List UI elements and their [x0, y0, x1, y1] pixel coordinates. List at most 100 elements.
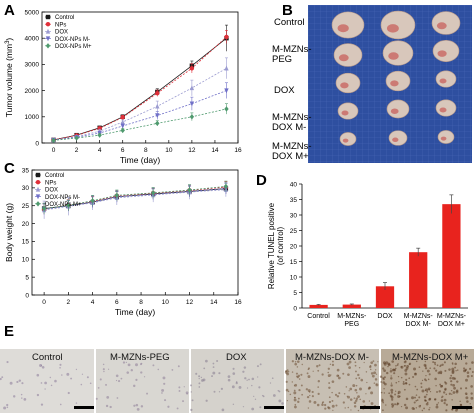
cell-nucleus [221, 408, 225, 412]
cell-nucleus [411, 396, 415, 400]
cell-nucleus [317, 386, 320, 388]
cell-nucleus [212, 371, 216, 375]
cell-nucleus [355, 397, 359, 400]
cell-nucleus [354, 361, 357, 364]
cell-nucleus [336, 368, 340, 372]
cell-nucleus [6, 403, 9, 407]
cell-nucleus [465, 396, 469, 400]
cell-nucleus [227, 375, 231, 378]
cell-nucleus [377, 361, 379, 363]
cell-nucleus [412, 376, 415, 379]
cell-nucleus [109, 405, 112, 409]
cell-nucleus [348, 360, 352, 364]
cell-nucleus [416, 399, 419, 401]
cell-nucleus [414, 372, 417, 376]
cell-nucleus [321, 403, 324, 406]
cell-nucleus [291, 371, 294, 373]
cell-nucleus [390, 368, 392, 370]
x-tick-label: M-MZNs- [337, 313, 367, 320]
cell-nucleus [387, 365, 389, 368]
cell-nucleus [450, 389, 453, 392]
cell-nucleus [419, 404, 421, 407]
cell-nucleus [399, 395, 401, 398]
cell-nucleus [374, 363, 377, 367]
cell-nucleus [368, 386, 371, 390]
cell-nucleus [358, 367, 361, 369]
cell-nucleus [428, 408, 430, 411]
tumor-sample [385, 70, 411, 92]
cell-nucleus [278, 390, 281, 393]
cell-nucleus [416, 388, 419, 391]
data-point [35, 180, 41, 185]
legend-entry: NPs [55, 22, 66, 28]
cell-nucleus [465, 387, 468, 390]
cell-nucleus [411, 407, 415, 410]
x-axis-label: Time (day) [115, 307, 155, 317]
cell-nucleus [321, 373, 324, 376]
tumor-sample [435, 99, 457, 117]
cell-nucleus [408, 377, 411, 380]
cell-nucleus [451, 371, 455, 375]
tumor-blood-spot [337, 24, 349, 33]
cell-nucleus [257, 376, 259, 378]
cell-nucleus [369, 365, 372, 369]
data-point [120, 127, 125, 134]
cell-nucleus [298, 378, 301, 380]
cell-nucleus [354, 388, 358, 392]
cell-nucleus [251, 407, 255, 411]
tumor-blood-spot [390, 108, 399, 114]
cell-nucleus [311, 390, 314, 394]
data-point [155, 91, 160, 96]
cell-nucleus [382, 378, 385, 381]
cell-nucleus [140, 363, 142, 366]
cell-nucleus [133, 404, 136, 407]
cell-nucleus [395, 365, 397, 367]
cell-nucleus [402, 382, 405, 385]
cell-nucleus [449, 377, 452, 380]
y-tick-label: 4000 [25, 36, 40, 43]
cell-nucleus [105, 404, 109, 408]
cell-nucleus [382, 409, 384, 412]
cell-nucleus [422, 370, 424, 372]
cell-nucleus [44, 388, 46, 390]
cell-nucleus [383, 369, 386, 372]
panel-letter-b: B [282, 2, 293, 19]
cell-nucleus [307, 367, 311, 370]
cell-nucleus [348, 390, 350, 392]
cell-nucleus [152, 364, 155, 367]
cell-nucleus [349, 387, 353, 391]
cell-nucleus [383, 392, 386, 394]
cell-nucleus [451, 399, 453, 401]
cell-nucleus [370, 361, 374, 365]
cell-nucleus [425, 393, 428, 396]
cell-nucleus [198, 375, 201, 378]
cell-nucleus [459, 403, 463, 407]
cell-nucleus [375, 373, 378, 375]
cell-nucleus [317, 379, 320, 383]
tissue-image-control [0, 349, 94, 413]
cell-nucleus [388, 392, 391, 395]
cell-nucleus [400, 376, 403, 379]
cell-nucleus [242, 406, 245, 408]
cell-nucleus [41, 365, 45, 369]
cell-nucleus [390, 384, 393, 387]
cell-nucleus [337, 374, 340, 377]
cell-nucleus [189, 384, 193, 387]
cell-nucleus [406, 364, 410, 368]
cell-nucleus [424, 367, 428, 370]
cell-nucleus [331, 399, 334, 402]
cell-nucleus [86, 376, 89, 379]
cell-nucleus [444, 369, 447, 372]
tumor-sample [431, 11, 461, 35]
cell-nucleus [451, 408, 454, 411]
data-point [223, 183, 229, 190]
cell-nucleus [466, 400, 469, 403]
cell-nucleus [357, 395, 360, 399]
cell-nucleus [439, 384, 443, 388]
cell-nucleus [415, 360, 418, 363]
legend-entry: DOX-NPs M+ [55, 44, 92, 50]
cell-nucleus [232, 403, 235, 405]
cell-nucleus [440, 399, 444, 402]
cell-nucleus [459, 387, 463, 390]
plot-frame [41, 11, 239, 144]
